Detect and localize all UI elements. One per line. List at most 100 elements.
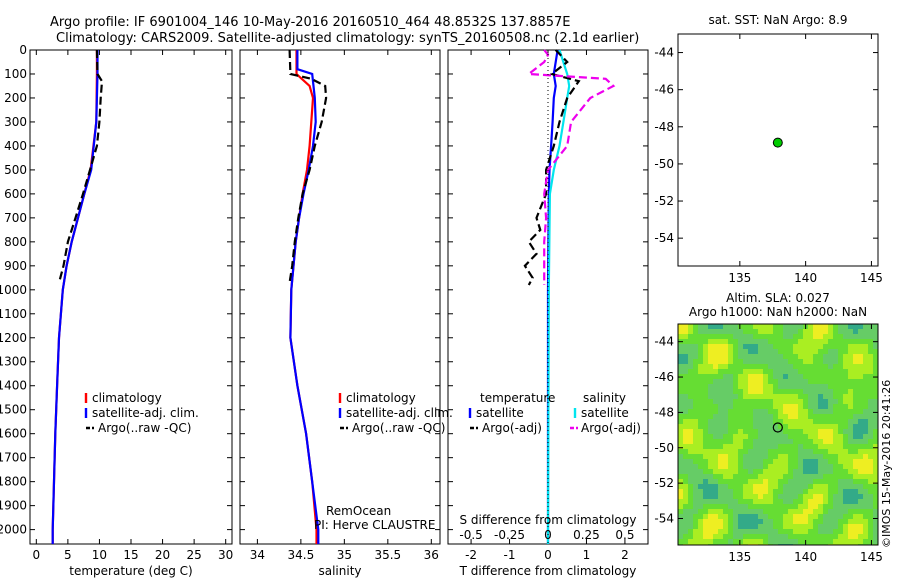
heatmap-cell	[733, 419, 738, 424]
heatmap-cell	[873, 494, 878, 499]
heatmap-cell	[858, 394, 863, 399]
heatmap-cell	[783, 324, 788, 329]
heatmap-cell	[868, 514, 873, 519]
heatmap-cell	[818, 504, 823, 509]
legend-label: climatology	[92, 391, 162, 405]
heatmap-cell	[758, 474, 763, 479]
heatmap-cell	[858, 389, 863, 394]
heatmap-cell	[683, 534, 688, 539]
heatmap-cell	[793, 534, 798, 539]
heatmap-cell	[828, 349, 833, 354]
heatmap-cell	[828, 529, 833, 534]
heatmap-cell	[748, 454, 753, 459]
heatmap-cell	[733, 509, 738, 514]
heatmap-cell	[873, 364, 878, 369]
heatmap-cell	[843, 399, 848, 404]
heatmap-cell	[683, 454, 688, 459]
heatmap-cell	[828, 419, 833, 424]
heatmap-cell	[703, 489, 708, 494]
heatmap-cell	[813, 354, 818, 359]
heatmap-cell	[698, 369, 703, 374]
heatmap-cell	[693, 449, 698, 454]
heatmap-cell	[783, 479, 788, 484]
heatmap-cell	[678, 364, 683, 369]
heatmap-cell	[788, 499, 793, 504]
heatmap-cell	[838, 459, 843, 464]
heatmap-cell	[808, 469, 813, 474]
heatmap-cell	[848, 419, 853, 424]
heatmap-cell	[678, 529, 683, 534]
heatmap-cell	[703, 334, 708, 339]
heatmap-cell	[843, 474, 848, 479]
heatmap-cell	[838, 444, 843, 449]
heatmap-cell	[838, 404, 843, 409]
heatmap-cell	[683, 404, 688, 409]
heatmap-cell	[863, 534, 868, 539]
heatmap-cell	[803, 484, 808, 489]
heatmap-cell	[848, 519, 853, 524]
heatmap-cell	[693, 529, 698, 534]
heatmap-cell	[708, 499, 713, 504]
heatmap-cell	[718, 504, 723, 509]
heatmap-cell	[838, 449, 843, 454]
heatmap-cell	[838, 394, 843, 399]
heatmap-cell	[748, 409, 753, 414]
heatmap-cell	[813, 399, 818, 404]
heatmap-cell	[683, 324, 688, 329]
heatmap-cell	[723, 454, 728, 459]
y-tick-label: 1100	[0, 307, 27, 321]
heatmap-cell	[703, 514, 708, 519]
heatmap-cell	[873, 499, 878, 504]
heatmap-cell	[733, 524, 738, 529]
heatmap-cell	[748, 359, 753, 364]
heatmap-cell	[688, 409, 693, 414]
heatmap-cell	[723, 484, 728, 489]
heatmap-cell	[743, 379, 748, 384]
heatmap-cell	[828, 414, 833, 419]
heatmap-cell	[873, 419, 878, 424]
heatmap-cell	[763, 509, 768, 514]
heatmap-cell	[688, 489, 693, 494]
heatmap-cell	[693, 439, 698, 444]
heatmap-cell	[823, 504, 828, 509]
heatmap-cell	[823, 384, 828, 389]
heatmap-cell	[688, 474, 693, 479]
heatmap-cell	[693, 434, 698, 439]
heatmap-cell	[848, 359, 853, 364]
heatmap-cell	[698, 434, 703, 439]
heatmap-cell	[853, 439, 858, 444]
heatmap-cell	[678, 429, 683, 434]
heatmap-cell	[848, 449, 853, 454]
heatmap-cell	[718, 524, 723, 529]
heatmap-cell	[708, 394, 713, 399]
heatmap-cell	[758, 464, 763, 469]
heatmap-cell	[868, 334, 873, 339]
heatmap-cell	[828, 394, 833, 399]
heatmap-cell	[853, 334, 858, 339]
heatmap-cell	[848, 389, 853, 394]
heatmap-cell	[818, 479, 823, 484]
legend-label: satellite	[581, 406, 629, 420]
heatmap-cell	[843, 349, 848, 354]
heatmap-cell	[733, 389, 738, 394]
heatmap-cell	[758, 414, 763, 419]
heatmap-cell	[823, 454, 828, 459]
heatmap-cell	[803, 384, 808, 389]
heatmap-cell	[728, 419, 733, 424]
heatmap-cell	[723, 424, 728, 429]
x-axis-label: salinity	[318, 564, 361, 578]
heatmap-cell	[843, 404, 848, 409]
heatmap-cell	[728, 499, 733, 504]
heatmap-cell	[763, 534, 768, 539]
heatmap-cell	[828, 409, 833, 414]
heatmap-cell	[688, 334, 693, 339]
heatmap-cell	[713, 339, 718, 344]
heatmap-cell	[803, 509, 808, 514]
heatmap-cell	[773, 469, 778, 474]
heatmap-cell	[858, 489, 863, 494]
heatmap-cell	[828, 519, 833, 524]
y-tick-label: 2000	[0, 523, 27, 537]
heatmap-cell	[693, 409, 698, 414]
heatmap-cell	[778, 419, 783, 424]
heatmap-cell	[763, 454, 768, 459]
